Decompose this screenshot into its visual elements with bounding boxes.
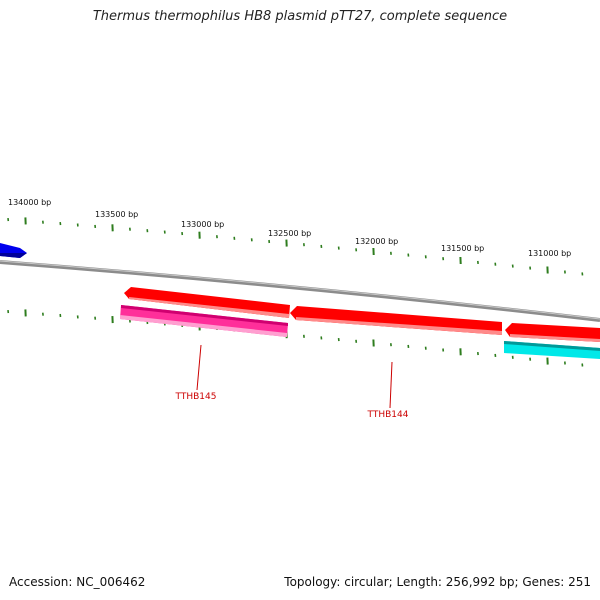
plasmid-backbone	[0, 260, 600, 322]
label-line-tthb145	[196, 344, 202, 391]
map-title: Thermus thermophilus HB8 plasmid pTT27, …	[92, 9, 508, 24]
gene-label-tthb145[interactable]: TTHB145	[175, 392, 217, 402]
gene-arrow-red-1-shade	[129, 297, 289, 318]
scale-label-133500: 133500 bp	[95, 210, 138, 219]
topology-summary: Topology: circular; Length: 256,992 bp; …	[284, 575, 591, 589]
accession-text: Accession: NC_006462	[9, 575, 146, 589]
gene-arrow-red-3-shade	[510, 334, 600, 342]
outer-tick-row	[7, 217, 584, 276]
gene-arrow-cyan-top	[504, 341, 600, 351]
gene-arrow-magenta-shade	[120, 315, 287, 337]
label-line-tthb144	[389, 361, 393, 409]
scale-label-131500: 131500 bp	[441, 244, 484, 253]
scale-label-131000: 131000 bp	[528, 249, 571, 258]
gene-arrow-magenta-top	[121, 305, 288, 326]
scale-label-133000: 133000 bp	[181, 220, 224, 229]
gene-arrow-blue-shade	[0, 253, 27, 258]
scale-label-132000: 132000 bp	[355, 237, 398, 246]
gene-arrow-red-2-shade	[296, 317, 502, 335]
gene-label-tthb144[interactable]: TTHB144	[367, 410, 409, 420]
plasmid-backbone-highlight	[0, 260, 600, 320]
scale-label-132500: 132500 bp	[268, 229, 311, 238]
scale-label-134000: 134000 bp	[8, 198, 51, 207]
